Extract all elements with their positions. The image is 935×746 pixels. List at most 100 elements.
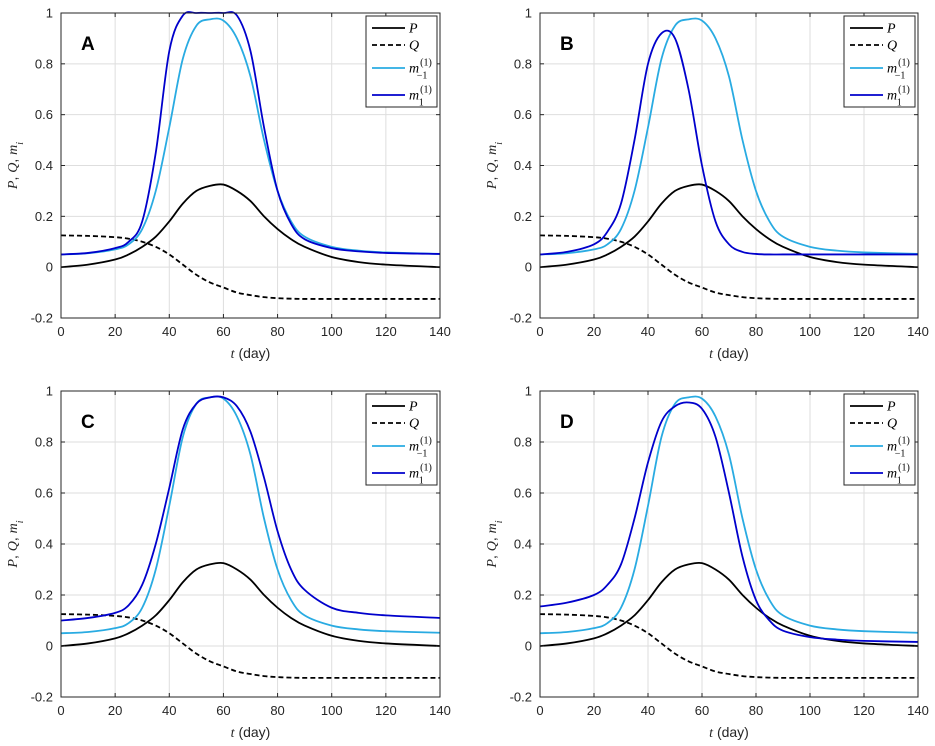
x-axis-unit: (day): [238, 724, 270, 740]
legend-subscript: −1: [417, 449, 428, 460]
legend-subscript: 1: [897, 476, 902, 487]
x-tick-label: 20: [587, 324, 601, 339]
series-line-m-1: [540, 29, 918, 256]
series-line-m-minus-1: [61, 17, 440, 256]
panel-label: B: [560, 34, 574, 55]
series-line-p: [61, 561, 440, 647]
legend-superscript: (1): [898, 85, 910, 96]
y-tick-label: 0.6: [514, 486, 532, 501]
x-tick-label: 80: [270, 324, 284, 339]
y-tick-label: 0: [525, 260, 532, 275]
panel-label: C: [81, 412, 95, 433]
legend-superscript: (1): [420, 85, 432, 96]
y-tick-label: 0.8: [514, 435, 532, 450]
series-group: [540, 395, 918, 679]
y-axis-label-part: m: [6, 145, 21, 155]
series-line-m-minus-1: [61, 395, 440, 635]
y-axis-label: P, Q, mi: [483, 142, 505, 190]
legend-m-base: m: [409, 89, 419, 104]
legend-label-m-minus-1: m(1) −1: [887, 58, 910, 82]
y-tick-label: 0.2: [35, 209, 53, 224]
x-tick-label: 80: [270, 703, 284, 718]
x-axis-variable: t: [231, 347, 236, 362]
x-tick-label: 40: [641, 324, 655, 339]
series-line-q: [61, 613, 440, 679]
y-tick-label: 0.2: [35, 588, 53, 603]
legend-label-m-1: m(1) 1: [409, 463, 432, 487]
legend-superscript: (1): [898, 436, 910, 447]
y-axis-label-part: Q: [6, 541, 21, 551]
y-tick-label: 0.2: [514, 209, 532, 224]
y-tick-label: -0.2: [31, 690, 53, 705]
x-tick-label: 20: [587, 703, 601, 718]
y-tick-label: 1: [525, 384, 532, 399]
y-axis-label-part: ,: [4, 551, 20, 559]
legend-box: [365, 393, 438, 486]
x-tick-label: 60: [216, 324, 230, 339]
y-axis-label-part: Q: [485, 541, 500, 551]
y-axis-label-part: i: [15, 142, 26, 145]
series-group: [61, 395, 440, 679]
panel-label: D: [560, 412, 574, 433]
series-line-q: [61, 234, 440, 300]
legend-superscript: (1): [898, 58, 910, 69]
legend-m-base: m: [887, 440, 897, 455]
y-axis-label-part: ,: [483, 533, 499, 541]
x-tick-label: 60: [695, 324, 709, 339]
legend-m-base: m: [887, 89, 897, 104]
x-tick-label: 120: [375, 324, 397, 339]
x-tick-label: 40: [641, 703, 655, 718]
y-axis-label-part: i: [494, 520, 505, 523]
chart-panel-c: 0 20 40 60 80 100 120 140 -0.2 0 0.2 0.4 0.6 0.8 1 t (d…: [4, 384, 451, 742]
x-tick-label: 140: [907, 324, 929, 339]
series-line-m-1: [61, 395, 440, 622]
legend-label-m-1: m(1) 1: [887, 85, 910, 109]
legend: PQm(1) −1m(1) 1: [365, 15, 438, 109]
legend-subscript: 1: [897, 98, 902, 109]
x-axis-label: t (day): [709, 345, 749, 362]
x-tick-label: 0: [57, 703, 64, 718]
x-tick-label: 100: [799, 703, 821, 718]
legend-m-base: m: [409, 62, 419, 77]
legend-superscript: (1): [420, 463, 432, 474]
y-tick-label: 1: [46, 384, 53, 399]
x-axis-variable: t: [231, 726, 236, 741]
y-tick-label: 0: [46, 260, 53, 275]
x-tick-label: 100: [321, 324, 343, 339]
legend: PQm(1) −1m(1) 1: [843, 393, 916, 487]
y-tick-label: 0.8: [35, 56, 53, 71]
chart-panel-b: 0 20 40 60 80 100 120 140 -0.2 0 0.2 0.4 0.6 0.8 1 t (d…: [483, 6, 929, 363]
legend-m-base: m: [887, 62, 897, 77]
x-tick-label: 80: [749, 324, 763, 339]
y-axis-label-part: m: [485, 145, 500, 155]
legend-label-q: Q: [409, 417, 419, 432]
y-tick-label: 0.6: [35, 107, 53, 122]
y-tick-label: -0.2: [31, 311, 53, 326]
y-tick-label: 0.4: [35, 158, 53, 173]
y-axis-label-part: ,: [4, 533, 20, 541]
legend-m-base: m: [887, 467, 897, 482]
x-axis-variable: t: [709, 726, 714, 741]
x-axis-unit: (day): [238, 345, 270, 361]
y-tick-label: 0.2: [514, 588, 532, 603]
y-axis-label-part: P: [485, 180, 500, 190]
y-axis-label-part: m: [6, 523, 21, 533]
x-tick-label: 120: [853, 703, 875, 718]
legend-label-m-minus-1: m(1) −1: [409, 436, 432, 460]
legend: PQm(1) −1m(1) 1: [365, 393, 438, 487]
y-axis-label-part: i: [494, 142, 505, 145]
legend-subscript: 1: [419, 476, 424, 487]
legend-label-q: Q: [887, 417, 897, 432]
y-tick-label: 0.4: [514, 158, 532, 173]
series-line-m-1: [540, 401, 918, 643]
y-tick-label: 0.6: [514, 107, 532, 122]
legend-label-m-1: m(1) 1: [887, 463, 910, 487]
x-tick-label: 140: [429, 324, 451, 339]
y-tick-label: 0.8: [514, 56, 532, 71]
y-tick-label: 0.4: [35, 537, 53, 552]
panel-label: A: [81, 34, 95, 55]
series-line-p: [61, 183, 440, 269]
chart-panel-a: 0 20 40 60 80 100 120 140 -0.2 0 0.2 0.4 0.6 0.8 1 t (d…: [4, 6, 451, 363]
legend-m-base: m: [409, 467, 419, 482]
legend-label-m-1: m(1) 1: [409, 85, 432, 109]
